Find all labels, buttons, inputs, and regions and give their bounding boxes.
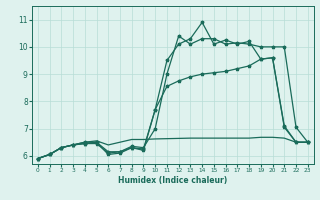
X-axis label: Humidex (Indice chaleur): Humidex (Indice chaleur) [118,176,228,185]
